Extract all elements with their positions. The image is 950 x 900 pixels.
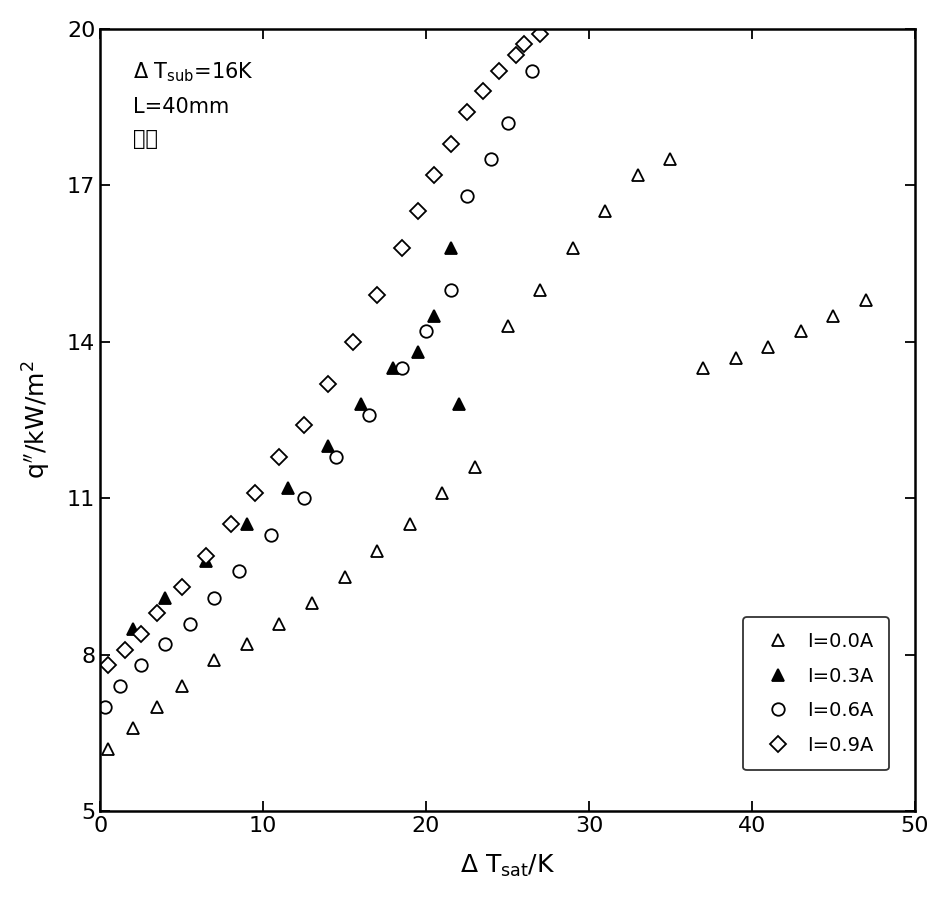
Legend: I=0.0A, I=0.3A, I=0.6A, I=0.9A: I=0.0A, I=0.3A, I=0.6A, I=0.9A (743, 616, 889, 770)
Text: $\Delta$ T$_{\mathrm{sub}}$=16K
L=40mm
右斜: $\Delta$ T$_{\mathrm{sub}}$=16K L=40mm 右… (133, 60, 254, 149)
X-axis label: $\Delta$ T$_{\mathrm{sat}}$/K: $\Delta$ T$_{\mathrm{sat}}$/K (460, 853, 555, 879)
Y-axis label: q$^{\prime\prime}$/kW/m$^2$: q$^{\prime\prime}$/kW/m$^2$ (21, 361, 53, 480)
